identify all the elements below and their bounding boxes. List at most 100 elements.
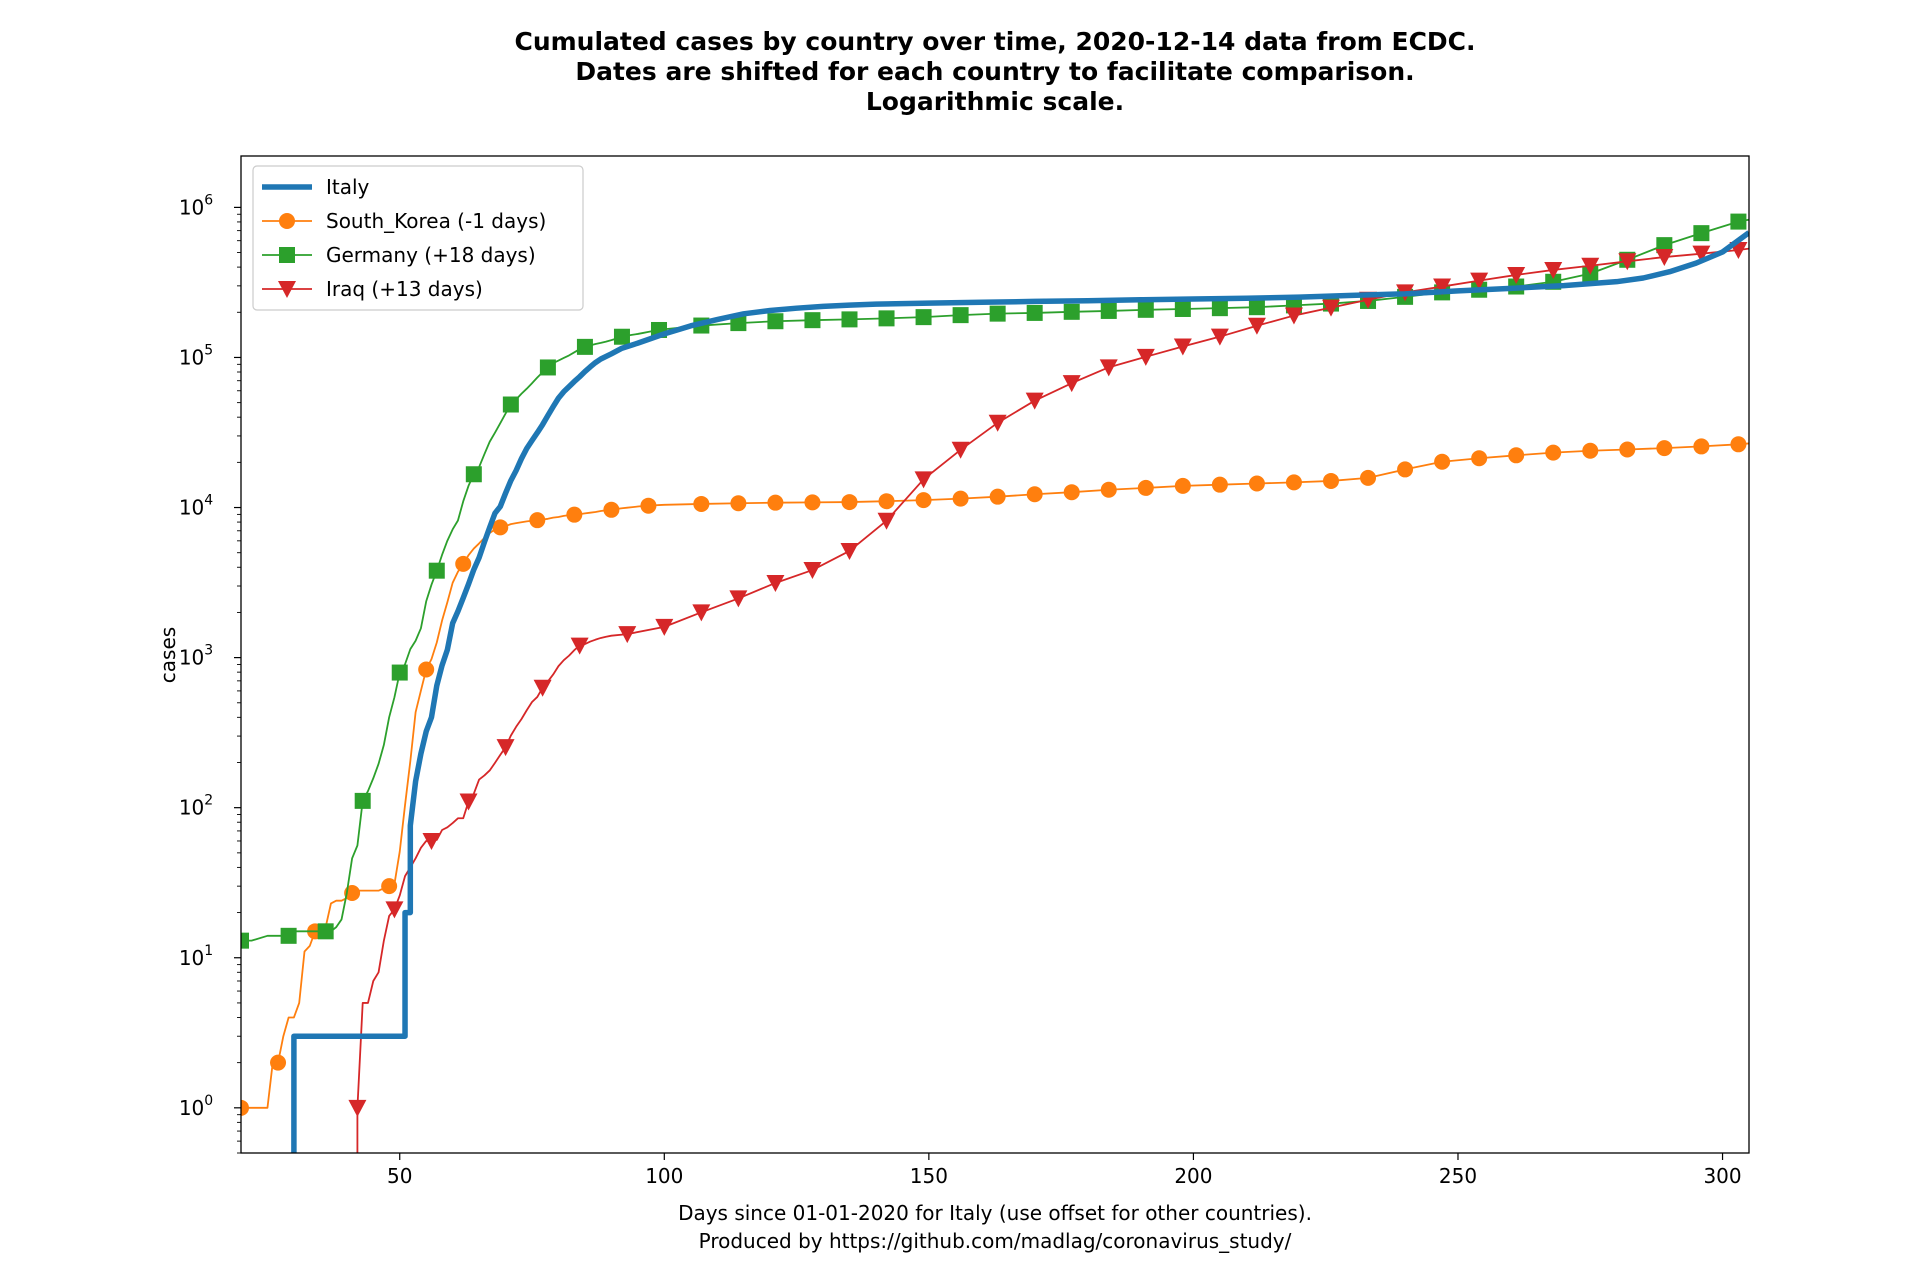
data-point-south-korea bbox=[1063, 484, 1080, 501]
data-point-germany bbox=[502, 396, 519, 413]
data-point-germany bbox=[1174, 300, 1191, 317]
data-point-iraq bbox=[914, 471, 933, 489]
legend-box bbox=[252, 165, 584, 311]
data-point-south-korea bbox=[492, 519, 509, 536]
data-point-iraq bbox=[1062, 375, 1081, 393]
data-point-germany bbox=[804, 312, 821, 329]
legend-item-italy[interactable]: Italy bbox=[262, 175, 370, 199]
data-point-iraq bbox=[1321, 299, 1340, 317]
series-italy bbox=[291, 230, 1749, 1153]
data-point-south-korea bbox=[1137, 479, 1154, 496]
data-point-germany bbox=[1730, 213, 1747, 230]
data-point-south-korea bbox=[915, 492, 932, 509]
data-point-germany bbox=[878, 310, 895, 327]
data-point-germany bbox=[539, 359, 556, 376]
data-point-iraq bbox=[1210, 328, 1229, 346]
plot-area-frame bbox=[240, 155, 1750, 1154]
data-point-germany bbox=[280, 927, 297, 944]
y-tick-exponent: 0 bbox=[204, 1093, 213, 1109]
y-tick-base: 10 bbox=[179, 796, 204, 820]
data-point-germany bbox=[1137, 301, 1154, 318]
data-point-south-korea bbox=[1174, 477, 1191, 494]
data-point-germany bbox=[841, 311, 858, 328]
data-point-south-korea bbox=[1730, 436, 1747, 453]
data-point-south-korea bbox=[841, 494, 858, 511]
legend-swatch-marker bbox=[278, 281, 296, 298]
data-point-iraq bbox=[1136, 348, 1155, 366]
chart-title-line-1: Cumulated cases by country over time, 20… bbox=[514, 27, 1475, 56]
data-point-iraq bbox=[348, 1099, 367, 1117]
legend-label: South_Korea (-1 days) bbox=[326, 209, 546, 233]
data-point-iraq bbox=[1247, 317, 1266, 335]
legend-item-south-korea[interactable]: South_Korea (-1 days) bbox=[262, 209, 546, 233]
legend[interactable]: Italy South_Korea (-1 days) Germany (+18 d… bbox=[252, 165, 584, 311]
x-tick-label: 200 bbox=[1174, 1164, 1212, 1188]
x-tick-label: 100 bbox=[645, 1164, 683, 1188]
legend-item-germany[interactable]: Germany (+18 days) bbox=[262, 243, 536, 267]
data-point-south-korea bbox=[1582, 442, 1599, 459]
data-point-south-korea bbox=[804, 494, 821, 511]
data-point-iraq bbox=[1544, 261, 1563, 279]
y-tick-label: 106 bbox=[179, 192, 213, 219]
data-point-iraq bbox=[988, 414, 1007, 432]
data-point-south-korea bbox=[1360, 469, 1377, 486]
data-point-germany bbox=[317, 923, 334, 940]
data-point-south-korea bbox=[952, 490, 969, 507]
data-point-south-korea bbox=[1285, 474, 1302, 491]
x-tick-label: 50 bbox=[387, 1164, 412, 1188]
data-point-germany bbox=[1248, 299, 1265, 316]
y-tick-exponent: 5 bbox=[204, 342, 213, 358]
y-tick-base: 10 bbox=[179, 345, 204, 369]
y-tick-base: 10 bbox=[179, 946, 204, 970]
data-point-south-korea bbox=[1619, 441, 1636, 458]
data-point-south-korea bbox=[1656, 440, 1673, 457]
y-tick-label: 101 bbox=[179, 943, 213, 970]
legend-label: Germany (+18 days) bbox=[326, 243, 536, 267]
y-tick-base: 10 bbox=[179, 646, 204, 670]
data-point-south-korea bbox=[1248, 475, 1265, 492]
data-point-iraq bbox=[1507, 266, 1526, 284]
data-point-germany bbox=[428, 562, 445, 579]
legend-label: Iraq (+13 days) bbox=[326, 277, 483, 301]
chart-title-line-3: Logarithmic scale. bbox=[866, 87, 1124, 116]
legend-swatch-marker bbox=[279, 247, 295, 263]
y-tick-label: 102 bbox=[179, 793, 213, 820]
legend-item-iraq[interactable]: Iraq (+13 days) bbox=[262, 277, 483, 301]
y-tick-exponent: 2 bbox=[204, 793, 213, 809]
data-point-south-korea bbox=[1693, 438, 1710, 455]
series-line-italy bbox=[291, 230, 1749, 1153]
data-point-south-korea bbox=[693, 495, 710, 512]
data-point-germany bbox=[767, 313, 784, 330]
data-point-germany bbox=[241, 932, 249, 949]
data-point-germany bbox=[1026, 304, 1043, 321]
data-point-iraq bbox=[1581, 257, 1600, 275]
x-tick-label: 250 bbox=[1439, 1164, 1477, 1188]
data-point-south-korea bbox=[989, 488, 1006, 505]
data-point-south-korea bbox=[1026, 486, 1043, 503]
data-point-iraq bbox=[877, 512, 896, 530]
data-point-iraq bbox=[803, 562, 822, 580]
data-point-germany bbox=[354, 792, 371, 809]
data-point-germany bbox=[1693, 225, 1710, 242]
data-point-iraq bbox=[385, 901, 404, 919]
series-line-iraq bbox=[356, 247, 1749, 1153]
data-point-south-korea bbox=[1397, 461, 1414, 478]
legend-swatch-marker bbox=[279, 213, 295, 229]
data-point-south-korea bbox=[603, 501, 620, 518]
data-point-south-korea bbox=[1434, 453, 1451, 470]
data-point-iraq bbox=[459, 793, 478, 811]
data-point-south-korea bbox=[455, 555, 472, 572]
y-tick-base: 10 bbox=[179, 1096, 204, 1120]
data-point-iraq bbox=[951, 441, 970, 459]
data-point-iraq bbox=[422, 832, 441, 850]
data-point-south-korea bbox=[241, 1099, 249, 1116]
data-point-south-korea bbox=[730, 495, 747, 512]
data-point-south-korea bbox=[270, 1054, 287, 1071]
data-point-germany bbox=[1211, 300, 1228, 317]
y-tick-exponent: 6 bbox=[204, 192, 213, 208]
x-axis-label-line-1: Days since 01-01-2020 for Italy (use off… bbox=[678, 1201, 1312, 1225]
data-point-iraq bbox=[655, 618, 674, 636]
data-point-iraq bbox=[533, 679, 552, 697]
